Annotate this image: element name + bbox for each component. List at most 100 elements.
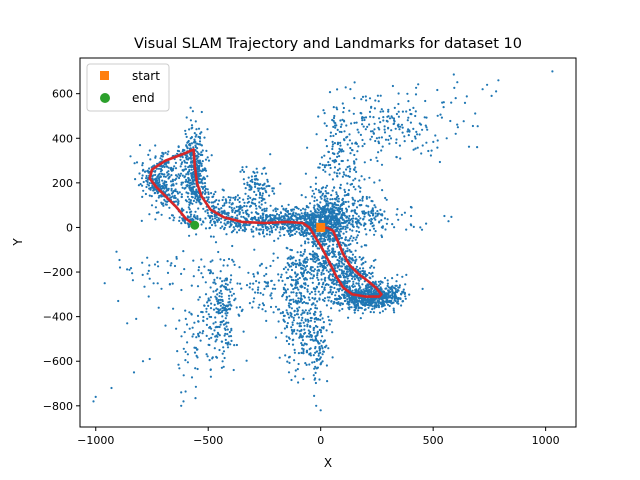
landmark-point	[174, 161, 177, 164]
landmark-point	[279, 228, 282, 231]
landmark-point	[173, 165, 176, 168]
landmark-point	[306, 288, 309, 291]
landmark-point	[337, 204, 340, 207]
landmark-point	[314, 211, 317, 214]
landmark-point	[256, 171, 259, 174]
landmark-point	[194, 195, 197, 198]
landmark-point	[288, 302, 291, 305]
landmark-point	[212, 281, 215, 284]
landmark-point	[325, 202, 328, 206]
landmark-point	[347, 268, 350, 271]
landmark-point	[297, 316, 300, 319]
landmark-point	[363, 142, 366, 145]
landmark-point	[348, 239, 351, 242]
landmark-point	[197, 200, 200, 203]
landmark-point	[275, 217, 278, 220]
landmark-point	[359, 190, 362, 193]
landmark-point	[250, 186, 253, 189]
landmark-point	[406, 92, 409, 95]
landmark-point	[364, 287, 367, 290]
landmark-point	[285, 339, 288, 343]
landmark-point	[221, 309, 224, 312]
landmark-point	[199, 174, 202, 177]
landmark-point	[379, 213, 382, 216]
landmark-point	[148, 149, 151, 152]
landmark-point	[313, 217, 316, 220]
landmark-point	[357, 219, 360, 222]
landmark-point	[257, 219, 260, 222]
landmark-point	[243, 230, 246, 233]
landmark-point	[341, 209, 344, 212]
landmark-point	[320, 271, 323, 274]
landmark-point	[173, 196, 176, 199]
landmark-point	[315, 199, 319, 202]
landmark-point	[197, 152, 200, 155]
landmark-point	[355, 230, 358, 233]
trajectory-line	[148, 148, 383, 298]
landmark-point	[292, 338, 295, 341]
landmark-point	[341, 159, 344, 163]
landmark-point	[147, 153, 150, 156]
landmark-point	[242, 198, 245, 201]
landmark-point	[320, 197, 323, 200]
landmark-point	[190, 213, 193, 216]
landmark-point	[330, 307, 333, 310]
landmark-point	[317, 258, 321, 261]
landmark-point	[447, 220, 450, 223]
landmark-point	[312, 302, 315, 305]
landmark-point	[329, 131, 332, 134]
landmark-point	[378, 300, 381, 303]
landmark-point	[344, 200, 347, 204]
landmark-point	[314, 297, 317, 300]
landmark-point	[373, 107, 376, 110]
landmark-point	[289, 212, 292, 215]
landmark-point	[337, 200, 340, 203]
landmark-point	[350, 299, 353, 302]
landmark-point	[174, 167, 178, 170]
landmark-point	[299, 292, 302, 295]
landmark-point	[379, 302, 382, 305]
landmark-point	[185, 200, 188, 203]
landmark-point	[245, 284, 249, 287]
landmark-point	[312, 339, 315, 342]
landmark-point	[353, 121, 356, 124]
landmark-point	[289, 216, 292, 219]
landmark-point	[188, 142, 191, 145]
landmark-point	[298, 306, 301, 309]
landmark-point	[201, 332, 204, 335]
landmark-point	[343, 173, 346, 176]
landmark-point	[260, 172, 264, 175]
landmark-point	[329, 166, 332, 170]
landmark-point	[376, 94, 379, 97]
landmark-point	[332, 243, 335, 246]
landmark-point	[371, 271, 374, 274]
landmark-point	[386, 279, 389, 282]
landmark-point	[325, 192, 328, 195]
landmark-point	[196, 159, 200, 162]
landmark-point	[198, 177, 201, 181]
landmark-point	[283, 233, 286, 237]
landmark-point	[314, 176, 318, 179]
landmark-point	[252, 202, 255, 205]
landmark-point	[309, 338, 312, 341]
landmark-point	[321, 163, 324, 166]
landmark-point	[339, 287, 342, 290]
landmark-point	[342, 213, 346, 217]
landmark-point	[368, 97, 372, 100]
landmark-point	[392, 117, 396, 120]
landmark-point	[180, 181, 183, 184]
landmark-point	[261, 225, 264, 229]
landmark-point	[206, 188, 209, 191]
landmark-point	[388, 134, 391, 138]
landmark-point	[320, 234, 323, 237]
landmark-point	[394, 299, 397, 303]
landmark-point	[369, 293, 372, 296]
landmark-point	[152, 282, 155, 285]
legend-start-marker	[100, 71, 109, 80]
landmark-point	[180, 183, 183, 186]
landmark-point	[345, 273, 348, 276]
landmark-point	[370, 264, 373, 268]
landmark-point	[239, 207, 242, 210]
landmark-point	[348, 228, 352, 231]
landmark-point	[174, 196, 177, 200]
